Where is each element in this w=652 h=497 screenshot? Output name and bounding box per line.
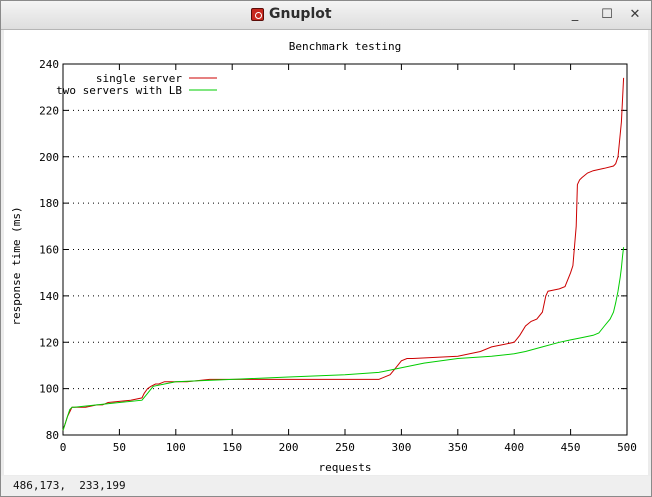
y-tick-label: 200 bbox=[39, 151, 59, 164]
y-tick-label: 80 bbox=[46, 429, 59, 442]
y-tick-label: 160 bbox=[39, 244, 59, 257]
y-tick-label: 220 bbox=[39, 104, 59, 117]
x-tick-label: 100 bbox=[166, 441, 186, 454]
chart-title: Benchmark testing bbox=[289, 40, 402, 53]
x-tick-label: 250 bbox=[335, 441, 355, 454]
data-series bbox=[62, 77, 625, 431]
y-tick-label: 120 bbox=[39, 336, 59, 349]
axis-ticks: 80 100 120 140 160 180 200 220 240 0 50 100 150 200 25… bbox=[39, 58, 637, 454]
x-tick-label: 200 bbox=[279, 441, 299, 454]
grid-lines bbox=[63, 109, 627, 390]
plot-canvas[interactable]: Benchmark testing requests response time… bbox=[4, 30, 648, 475]
x-tick-label: 500 bbox=[617, 441, 637, 454]
x-tick-label: 400 bbox=[504, 441, 524, 454]
minimize-button[interactable]: _ bbox=[571, 7, 579, 22]
x-axis-label: requests bbox=[319, 461, 372, 474]
window-title: Gnuplot bbox=[269, 6, 332, 22]
x-tick-label: 150 bbox=[222, 441, 242, 454]
close-button[interactable]: ✕ bbox=[629, 7, 641, 22]
legend-label: two servers with LB bbox=[56, 84, 182, 97]
gnuplot-app-icon bbox=[251, 8, 264, 21]
x-tick-label: 300 bbox=[391, 441, 411, 454]
legend-label: single server bbox=[96, 72, 182, 85]
x-tick-label: 350 bbox=[448, 441, 468, 454]
series-line bbox=[62, 77, 625, 431]
maximize-button[interactable]: ☐ bbox=[601, 7, 613, 22]
y-tick-label: 140 bbox=[39, 290, 59, 303]
y-tick-label: 100 bbox=[39, 383, 59, 396]
y-tick-label: 180 bbox=[39, 197, 59, 210]
title-bar[interactable]: Gnuplot _ ☐ ✕ bbox=[1, 1, 651, 30]
x-tick-label: 0 bbox=[60, 441, 67, 454]
x-tick-label: 450 bbox=[561, 441, 581, 454]
plot-border bbox=[62, 63, 628, 436]
y-axis-label: response time (ms) bbox=[10, 206, 23, 325]
series-line bbox=[62, 247, 625, 431]
x-tick-label: 50 bbox=[113, 441, 126, 454]
y-tick-label: 240 bbox=[39, 58, 59, 71]
status-bar: 486,173, 233,199 bbox=[1, 476, 651, 496]
benchmark-chart[interactable]: Benchmark testing requests response time… bbox=[4, 30, 648, 475]
cursor-coordinates: 486,173, 233,199 bbox=[13, 479, 126, 492]
